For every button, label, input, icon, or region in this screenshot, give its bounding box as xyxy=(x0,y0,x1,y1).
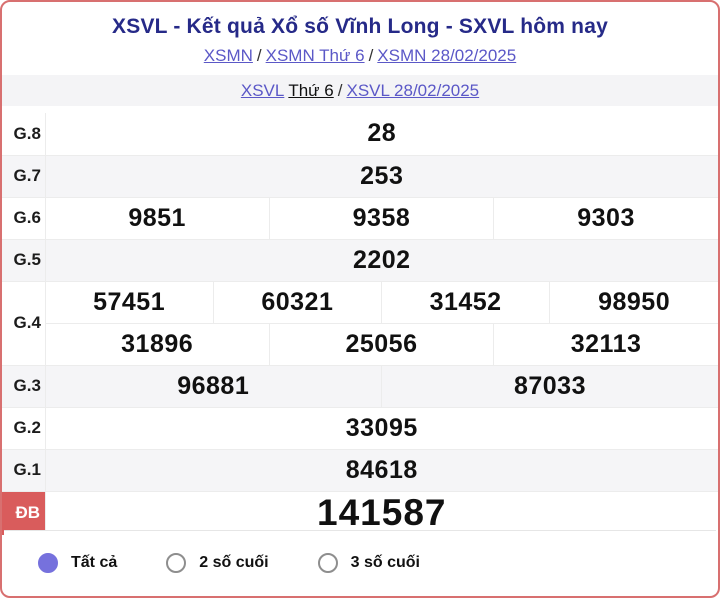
breadcrumb-link-xsvl-date[interactable]: XSVL 28/02/2025 xyxy=(346,81,480,100)
table-row-g8: G.8 28 xyxy=(2,112,718,156)
prize-value: 2202 xyxy=(44,238,718,282)
prize-label-g2: G.2 xyxy=(2,406,46,450)
prize-label-g6: G.6 xyxy=(2,196,46,240)
breadcrumb-link-xsmn[interactable]: XSMN xyxy=(203,46,253,65)
filter-option-label: Tất cả xyxy=(71,553,118,571)
table-row-g1: G.1 84618 xyxy=(2,448,718,492)
breadcrumb-current-day: Thứ 6 xyxy=(288,81,334,100)
radio-selected-icon[interactable] xyxy=(38,552,58,573)
breadcrumb-province-bar: XSVL Thứ 6/XSVL 28/02/2025 xyxy=(2,75,718,106)
filter-option-all[interactable]: Tất cả xyxy=(38,552,118,573)
display-filter-bar: Tất cả 2 số cuối 3 số cuối xyxy=(4,530,716,594)
page-title: XSVL - Kết quả Xổ số Vĩnh Long - SXVL hô… xyxy=(112,15,608,38)
filter-option-last2[interactable]: 2 số cuối xyxy=(166,552,269,573)
breadcrumb-link-xsmn-day[interactable]: XSMN Thứ 6 xyxy=(265,46,365,65)
results-table: G.8 28 G.7 253 G.6 9851 9358 9303 G.5 22… xyxy=(2,112,718,536)
jackpot-value: 141587 xyxy=(44,490,718,536)
table-row-g4a: G.4 57451 60321 31452 98950 xyxy=(2,280,718,366)
radio-icon[interactable] xyxy=(166,552,187,573)
prize-value: 25056 xyxy=(268,322,495,366)
prize-label-db: ĐB xyxy=(2,490,46,536)
filter-option-last3[interactable]: 3 số cuối xyxy=(317,552,420,573)
table-row-g3: G.3 96881 87033 xyxy=(2,364,718,408)
prize-value: 33095 xyxy=(44,406,718,450)
prize-value: 9303 xyxy=(493,196,718,240)
table-row-g5: G.5 2202 xyxy=(2,238,718,282)
prize-label-g5: G.5 xyxy=(2,238,46,282)
radio-icon[interactable] xyxy=(317,552,338,573)
breadcrumb-link-xsvl[interactable]: XSVL xyxy=(240,81,285,100)
breadcrumb-separator: / xyxy=(368,46,374,65)
prize-label-g4: G.4 xyxy=(2,280,46,366)
prize-value: 28 xyxy=(44,112,718,156)
table-row-g4b: 31896 25056 32113 xyxy=(2,322,718,366)
prize-value: 253 xyxy=(44,154,718,198)
prize-label-g1: G.1 xyxy=(2,448,46,492)
prize-value: 60321 xyxy=(212,280,382,324)
prize-label-g3: G.3 xyxy=(2,364,46,408)
table-row-g6: G.6 9851 9358 9303 xyxy=(2,196,718,240)
prize-label-g8: G.8 xyxy=(2,112,46,156)
prize-value: 84618 xyxy=(44,448,718,492)
prize-value: 31452 xyxy=(380,280,551,324)
breadcrumb-separator: / xyxy=(256,46,262,65)
filter-option-label: 2 số cuối xyxy=(199,553,269,571)
prize-label-g7: G.7 xyxy=(2,154,46,198)
table-row-g7: G.7 253 xyxy=(2,154,718,198)
prize-value: 57451 xyxy=(44,280,214,324)
table-row-db: ĐB 141587 xyxy=(2,490,718,536)
breadcrumb-link-xsmn-date[interactable]: XSMN 28/02/2025 xyxy=(377,46,517,65)
prize-value: 31896 xyxy=(44,322,270,366)
prize-value: 96881 xyxy=(44,364,382,408)
breadcrumb-region: XSMN / XSMN Thứ 6/XSMN 28/02/2025 xyxy=(2,46,718,66)
table-row-g2: G.2 33095 xyxy=(2,406,718,450)
prize-value: 32113 xyxy=(493,322,718,366)
prize-value: 87033 xyxy=(380,364,718,408)
prize-value: 98950 xyxy=(549,280,718,324)
breadcrumb-separator: / xyxy=(337,81,343,100)
filter-option-label: 3 số cuối xyxy=(350,553,420,571)
prize-value: 9851 xyxy=(44,196,270,240)
prize-value: 9358 xyxy=(268,196,495,240)
